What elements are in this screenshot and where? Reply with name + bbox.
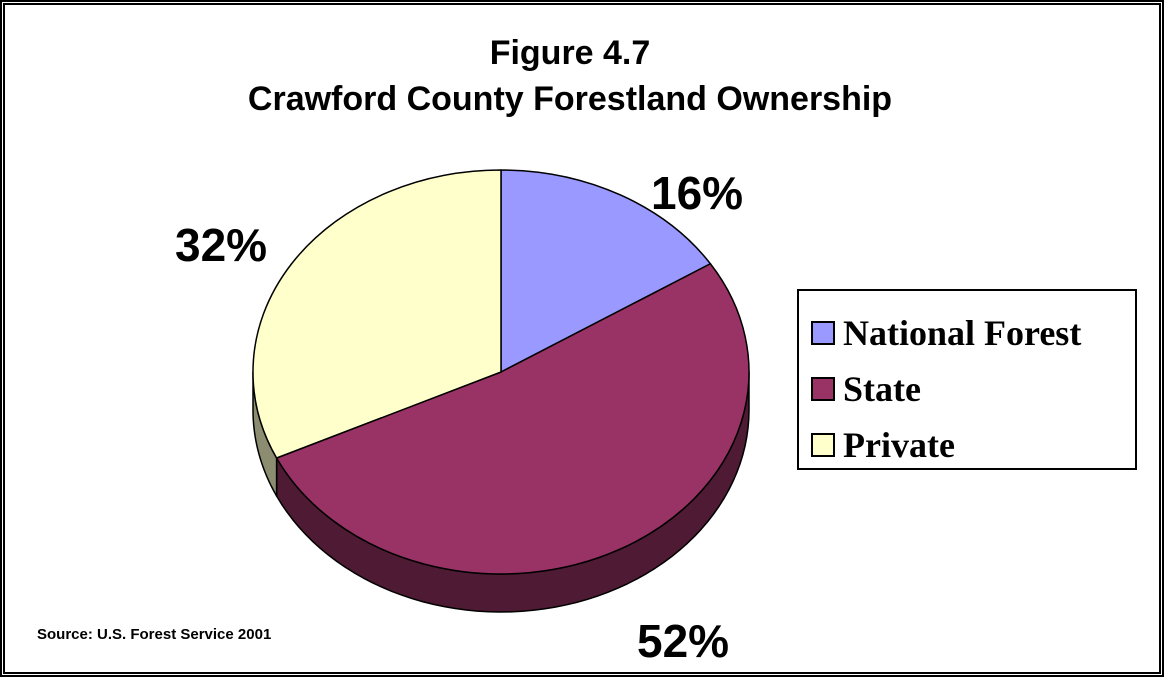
- data-label-national-forest: 16%: [651, 167, 744, 219]
- data-label-state: 52%: [637, 615, 730, 667]
- chart-title-line-1: Figure 4.7: [489, 34, 651, 72]
- chart-title: Figure 4.7 Crawford County Forestland Ow…: [0, 30, 1140, 122]
- legend: National Forest State Private: [797, 289, 1137, 470]
- pie-slice-state: [275, 263, 750, 575]
- legend-label-state: State: [843, 369, 921, 409]
- legend-item-state: State: [811, 361, 1135, 417]
- legend-item-private: Private: [811, 417, 1135, 473]
- legend-swatch-state: [811, 377, 835, 401]
- data-label-private: 32%: [175, 219, 268, 271]
- legend-swatch-private: [811, 433, 835, 457]
- legend-item-national-forest: National Forest: [811, 305, 1135, 361]
- pie-slices: [252, 169, 750, 575]
- chart-title-line-2: Crawford County Forestland Ownership: [247, 80, 893, 118]
- source-note: Source: U.S. Forest Service 2001: [37, 626, 272, 643]
- legend-label-national-forest: National Forest: [843, 313, 1082, 353]
- legend-label-private: Private: [843, 425, 955, 465]
- pie-slice-national-forest: [500, 169, 712, 373]
- legend-swatch-national-forest: [811, 321, 835, 345]
- pie-slice-private: [252, 169, 502, 459]
